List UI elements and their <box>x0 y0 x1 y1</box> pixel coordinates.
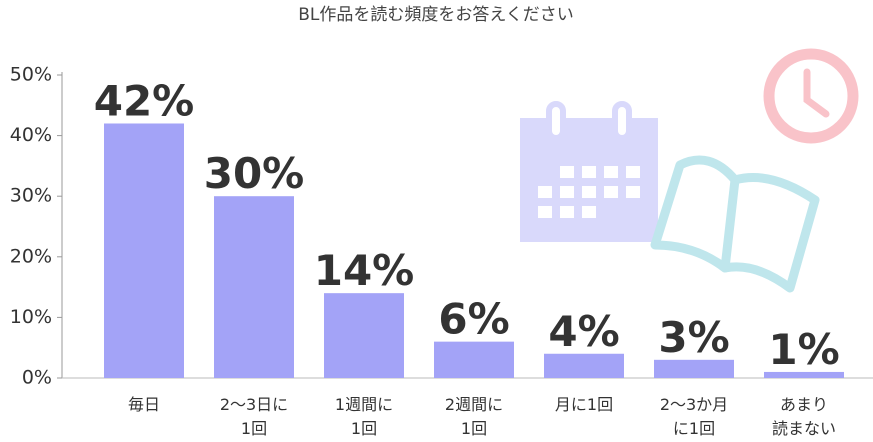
y-tick-label: 30% <box>10 185 52 207</box>
value-label: 6% <box>438 295 509 344</box>
bar <box>434 341 514 378</box>
y-tick-label: 50% <box>10 64 52 86</box>
bar <box>544 353 624 378</box>
value-label: 3% <box>658 313 729 362</box>
y-tick-label: 10% <box>10 306 52 328</box>
value-label: 14% <box>314 246 415 295</box>
x-tick-label: 2週間に 1回 <box>445 395 503 438</box>
y-tick-label: 20% <box>10 245 52 267</box>
chart-title: BL作品を読む頻度をお答えください <box>298 5 574 25</box>
x-tick-label: 2〜3か月に1回 <box>660 395 728 438</box>
x-tick-label: あまり読まない <box>772 395 836 438</box>
x-tick-label: 毎日 <box>128 395 160 414</box>
clock-icon <box>763 48 859 144</box>
y-tick-label: 40% <box>10 124 52 146</box>
value-label: 1% <box>768 325 839 374</box>
value-label: 4% <box>548 307 619 356</box>
bar <box>654 359 734 378</box>
x-tick-label: 2〜3日に 1回 <box>220 395 288 438</box>
calendar-icon <box>520 101 658 242</box>
y-tick-label: 0% <box>22 367 52 389</box>
x-tick-label: 月に1回 <box>555 395 613 414</box>
bar <box>764 371 844 378</box>
bar <box>324 293 404 378</box>
x-tick-label: 1週間に 1回 <box>335 395 393 438</box>
book-icon <box>650 155 820 293</box>
value-label: 42% <box>94 76 195 125</box>
bar <box>104 123 184 378</box>
bar <box>214 196 294 378</box>
value-label: 30% <box>204 149 305 198</box>
